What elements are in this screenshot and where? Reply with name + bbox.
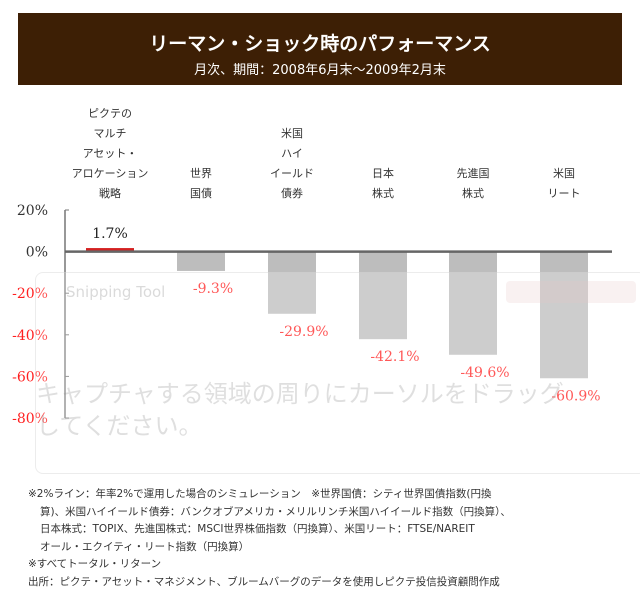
category-label: リート	[548, 187, 581, 200]
footnote-line: オール・エクイティ・リート指数（円換算）	[40, 540, 250, 553]
footnote-line: ※2%ライン：年率2%で運用した場合のシミュレーション ※世界国債：シティ世界国…	[28, 488, 492, 500]
bar	[449, 251, 497, 355]
y-tick-label: -40%	[12, 328, 48, 344]
data-label: -60.9%	[551, 388, 600, 404]
data-label: -49.6%	[460, 365, 509, 381]
chart-header: リーマン・ショック時のパフォーマンス 月次、期間：2008年6月末～2009年2…	[18, 13, 622, 85]
footnote-line: 算)、米国ハイイールド債券：バンクオブアメリカ・メリルリンチ米国ハイイールド指数…	[40, 505, 511, 518]
footnote-line: 出所：ピクテ・アセット・マネジメント、ブルームバーグのデータを使用しピクテ投信投…	[28, 575, 500, 588]
bar-chart: 20% 0% -20% -40% -60% -80% 1.7% ピクテのマルチアセット・アロケ…	[12, 107, 612, 427]
data-label: -42.1%	[370, 349, 419, 365]
category-label: イールド	[270, 167, 314, 180]
window-controls[interactable]	[506, 281, 636, 303]
bar	[359, 251, 407, 340]
footnote-line: 日本株式：TOPIX、先進国株式：MSCI世界株価指数（円換算）、米国リート：F…	[40, 523, 475, 535]
chart-subtitle: 月次、期間：2008年6月末～2009年2月末	[194, 63, 446, 78]
data-label: -9.3%	[193, 281, 233, 297]
y-tick-label: -80%	[12, 411, 48, 427]
snipping-tool-title: Snipping Tool	[66, 283, 166, 301]
category-label: ハイ	[281, 147, 303, 160]
category-label: 先進国	[457, 167, 490, 180]
category-label: アロケーション	[72, 167, 149, 180]
footnote-line: ※すべてトータル・リターン	[28, 558, 162, 570]
category-label: 日本	[372, 166, 394, 180]
y-tick-label: 20%	[17, 203, 48, 219]
category-label: 債券	[281, 186, 303, 200]
y-tick-label: -20%	[12, 286, 48, 302]
category-label: 戦略	[99, 186, 121, 200]
data-label: -29.9%	[279, 324, 328, 340]
category-label: ピクテの	[88, 107, 132, 120]
category-label: アセット・	[83, 147, 138, 160]
chart-title: リーマン・ショック時のパフォーマンス	[149, 33, 491, 55]
bar	[268, 251, 316, 314]
category-label: 米国	[281, 127, 303, 140]
category-label: マルチ	[94, 127, 127, 140]
data-label: 1.7%	[92, 226, 128, 242]
category-label: 国債	[190, 186, 212, 200]
category-label: 世界	[190, 167, 212, 180]
category-label: 株式	[462, 186, 484, 200]
bar	[177, 251, 225, 271]
category-label: 米国	[553, 167, 575, 180]
snipping-tool-overlay: Snipping Tool キャプチャする領域の周りにカーソルをドラッグしてくだ…	[35, 272, 640, 474]
footnotes: ※2%ライン：年率2%で運用した場合のシミュレーション ※世界国債：シティ世界国…	[28, 486, 628, 591]
y-tick-label: -60%	[12, 369, 48, 385]
snipping-tool-message: キャプチャする領域の周りにカーソルをドラッグしてください。	[36, 380, 564, 440]
bar	[86, 248, 134, 252]
category-label: 株式	[372, 186, 394, 200]
y-tick-label: 0%	[26, 245, 48, 261]
bar	[540, 251, 588, 379]
